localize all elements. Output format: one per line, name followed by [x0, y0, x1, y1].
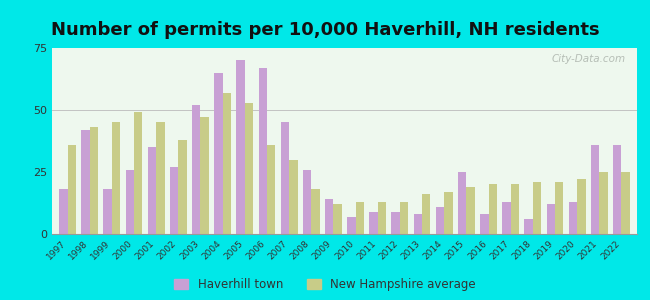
Bar [156, 122, 164, 234]
Bar [422, 194, 430, 234]
Bar [369, 212, 378, 234]
Bar [511, 184, 519, 234]
Text: Number of permits per 10,000 Haverhill, NH residents: Number of permits per 10,000 Haverhill, … [51, 21, 599, 39]
Bar [245, 103, 254, 234]
Bar [547, 204, 555, 234]
Bar [599, 172, 608, 234]
Bar [148, 147, 156, 234]
Bar [413, 214, 422, 234]
Bar [125, 169, 134, 234]
Bar [178, 140, 187, 234]
Bar [613, 145, 621, 234]
Bar [533, 182, 541, 234]
Bar [59, 189, 68, 234]
Bar [591, 145, 599, 234]
Bar [112, 122, 120, 234]
Bar [347, 217, 356, 234]
Bar [281, 122, 289, 234]
Bar [222, 93, 231, 234]
Bar [134, 112, 142, 234]
Bar [400, 202, 408, 234]
Bar [356, 202, 364, 234]
Bar [480, 214, 489, 234]
Bar [259, 68, 267, 234]
Bar [192, 105, 200, 234]
Bar [289, 160, 298, 234]
Legend: Haverhill town, New Hampshire average: Haverhill town, New Hampshire average [174, 278, 476, 291]
Bar [333, 204, 342, 234]
Bar [569, 202, 577, 234]
Bar [68, 145, 76, 234]
Bar [525, 219, 533, 234]
Bar [502, 202, 511, 234]
Bar [103, 189, 112, 234]
Text: City-Data.com: City-Data.com [551, 54, 625, 64]
Bar [303, 169, 311, 234]
Bar [444, 192, 452, 234]
Bar [555, 182, 564, 234]
Bar [267, 145, 276, 234]
Bar [81, 130, 90, 234]
Bar [237, 60, 245, 234]
Bar [200, 117, 209, 234]
Bar [436, 207, 444, 234]
Bar [577, 179, 586, 234]
Bar [90, 128, 98, 234]
Bar [458, 172, 466, 234]
Bar [378, 202, 386, 234]
Bar [467, 187, 474, 234]
Bar [391, 212, 400, 234]
Bar [489, 184, 497, 234]
Bar [621, 172, 630, 234]
Bar [311, 189, 320, 234]
Bar [170, 167, 178, 234]
Bar [214, 73, 222, 234]
Bar [325, 199, 333, 234]
